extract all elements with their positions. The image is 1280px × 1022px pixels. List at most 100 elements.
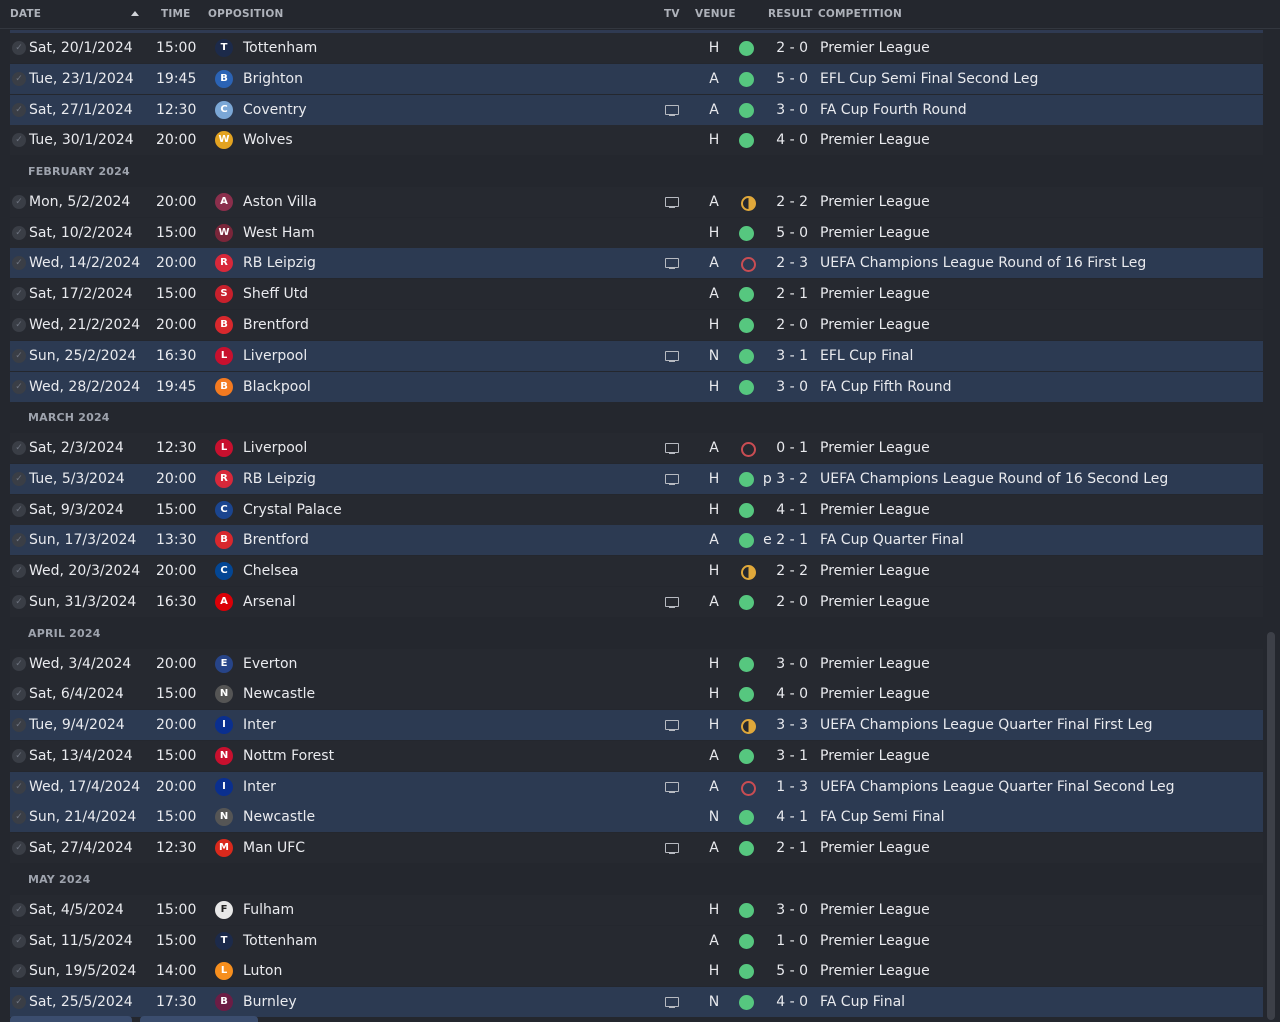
fixture-competition[interactable]: EFL Cup Final: [820, 348, 914, 364]
opposition-link[interactable]: Brentford: [243, 532, 309, 548]
fixture-competition[interactable]: FA Cup Fifth Round: [820, 379, 952, 395]
fixture-row[interactable]: ✓ Wed, 21/2/2024 20:00 B Brentford H 2 - 0 Prem…: [10, 310, 1263, 340]
opposition-link[interactable]: Aston Villa: [243, 194, 317, 210]
checkmark-icon[interactable]: ✓: [12, 595, 26, 609]
fixture-row[interactable]: ✓ Sat, 4/5/2024 15:00 F Fulham H 3 - 0 Premier …: [10, 895, 1263, 925]
fixture-competition[interactable]: Premier League: [820, 502, 930, 518]
fixture-row[interactable]: ✓ Sat, 10/2/2024 15:00 W West Ham H 5 - 0 Premi…: [10, 218, 1263, 248]
fixture-result[interactable]: 4 - 1: [776, 809, 808, 825]
fixture-competition[interactable]: EFL Cup Semi Final Second Leg: [820, 71, 1039, 87]
checkmark-icon[interactable]: ✓: [12, 318, 26, 332]
opposition-link[interactable]: Man UFC: [243, 840, 306, 856]
opposition-link[interactable]: Wolves: [243, 132, 293, 148]
checkmark-icon[interactable]: ✓: [12, 41, 26, 55]
fixture-competition[interactable]: FA Cup Semi Final: [820, 809, 945, 825]
opposition-link[interactable]: Brighton: [243, 71, 303, 87]
fixture-result[interactable]: 3 - 1: [776, 748, 808, 764]
opposition-link[interactable]: Coventry: [243, 102, 307, 118]
fixture-result[interactable]: 3 - 0: [776, 102, 808, 118]
checkmark-icon[interactable]: ✓: [12, 564, 26, 578]
fixture-competition[interactable]: UEFA Champions League Round of 16 First …: [820, 255, 1147, 271]
fixture-row[interactable]: ✓ Sun, 21/4/2024 15:00 N Newcastle N 4 - 1 FA C…: [10, 802, 1263, 832]
fixture-row[interactable]: ✓ Sat, 6/4/2024 15:00 N Newcastle H 4 - 0 Premi…: [10, 679, 1263, 709]
checkmark-icon[interactable]: ✓: [12, 287, 26, 301]
fixture-competition[interactable]: Premier League: [820, 933, 930, 949]
fixture-competition[interactable]: Premier League: [820, 563, 930, 579]
opposition-link[interactable]: Everton: [243, 656, 298, 672]
column-header-competition[interactable]: COMPETITION: [818, 8, 903, 20]
fixture-result[interactable]: 4 - 0: [776, 132, 808, 148]
fixture-result[interactable]: 1 - 3: [776, 779, 808, 795]
checkmark-icon[interactable]: ✓: [12, 256, 26, 270]
column-header-opposition[interactable]: OPPOSITION: [208, 8, 284, 20]
checkmark-icon[interactable]: ✓: [12, 841, 26, 855]
checkmark-icon[interactable]: ✓: [12, 903, 26, 917]
fixture-row[interactable]: ✓ Sat, 13/4/2024 15:00 N Nottm Forest A 3 - 1 P…: [10, 741, 1263, 771]
sort-ascending-icon[interactable]: [131, 11, 139, 16]
fixture-competition[interactable]: Premier League: [820, 194, 930, 210]
checkmark-icon[interactable]: ✓: [12, 133, 26, 147]
fixture-result[interactable]: 0 - 1: [776, 440, 808, 456]
fixture-result[interactable]: e 2 - 1: [763, 532, 808, 548]
fixture-result[interactable]: 2 - 3: [776, 255, 808, 271]
opposition-link[interactable]: RB Leipzig: [243, 471, 316, 487]
fixture-result[interactable]: 4 - 0: [776, 994, 808, 1010]
fixture-competition[interactable]: Premier League: [820, 902, 930, 918]
checkmark-icon[interactable]: ✓: [12, 349, 26, 363]
opposition-link[interactable]: Chelsea: [243, 563, 299, 579]
fixture-result[interactable]: 5 - 0: [776, 71, 808, 87]
bottom-tab[interactable]: [140, 1016, 258, 1022]
vertical-scrollbar[interactable]: [1267, 632, 1275, 1020]
column-header-date[interactable]: DATE: [10, 8, 42, 20]
fixture-competition[interactable]: UEFA Champions League Round of 16 Second…: [820, 471, 1169, 487]
checkmark-icon[interactable]: ✓: [12, 687, 26, 701]
checkmark-icon[interactable]: ✓: [12, 441, 26, 455]
checkmark-icon[interactable]: ✓: [12, 533, 26, 547]
fixture-result[interactable]: 2 - 0: [776, 317, 808, 333]
fixture-row[interactable]: ✓ Wed, 14/2/2024 20:00 R RB Leipzig A 2 - 3 UEF…: [10, 248, 1263, 278]
fixture-result[interactable]: 4 - 1: [776, 502, 808, 518]
fixture-competition[interactable]: Premier League: [820, 748, 930, 764]
fixture-row[interactable]: ✓ Sat, 27/1/2024 12:30 C Coventry A 3 - 0 FA Cu…: [10, 95, 1263, 125]
fixture-result[interactable]: 3 - 0: [776, 379, 808, 395]
checkmark-icon[interactable]: ✓: [12, 934, 26, 948]
fixture-competition[interactable]: Premier League: [820, 40, 930, 56]
fixture-result[interactable]: 3 - 3: [776, 717, 808, 733]
checkmark-icon[interactable]: ✓: [12, 503, 26, 517]
checkmark-icon[interactable]: ✓: [12, 810, 26, 824]
fixture-result[interactable]: 5 - 0: [776, 963, 808, 979]
opposition-link[interactable]: RB Leipzig: [243, 255, 316, 271]
fixture-result[interactable]: 4 - 0: [776, 686, 808, 702]
fixture-competition[interactable]: Premier League: [820, 840, 930, 856]
opposition-link[interactable]: Liverpool: [243, 440, 308, 456]
opposition-link[interactable]: Tottenham: [243, 40, 318, 56]
checkmark-icon[interactable]: ✓: [12, 964, 26, 978]
opposition-link[interactable]: Newcastle: [243, 686, 316, 702]
fixture-competition[interactable]: FA Cup Final: [820, 994, 906, 1010]
opposition-link[interactable]: Crystal Palace: [243, 502, 342, 518]
opposition-link[interactable]: Fulham: [243, 902, 295, 918]
checkmark-icon[interactable]: ✓: [12, 780, 26, 794]
opposition-link[interactable]: Liverpool: [243, 348, 308, 364]
fixture-result[interactable]: 1 - 0: [776, 933, 808, 949]
fixture-row[interactable]: ✓ Wed, 28/2/2024 19:45 B Blackpool H 3 - 0 FA C…: [10, 372, 1263, 402]
fixture-row[interactable]: ✓ Sat, 11/5/2024 15:00 T Tottenham A 1 - 0 Prem…: [10, 926, 1263, 956]
opposition-link[interactable]: Luton: [243, 963, 283, 979]
fixture-row[interactable]: ✓ Sun, 31/3/2024 16:30 A Arsenal A 2 - 0 Premie…: [10, 587, 1263, 617]
fixture-competition[interactable]: Premier League: [820, 963, 930, 979]
fixture-result[interactable]: 2 - 0: [776, 40, 808, 56]
fixture-result[interactable]: 5 - 0: [776, 225, 808, 241]
checkmark-icon[interactable]: ✓: [12, 103, 26, 117]
opposition-link[interactable]: Inter: [243, 779, 276, 795]
fixture-competition[interactable]: FA Cup Fourth Round: [820, 102, 967, 118]
fixture-competition[interactable]: Premier League: [820, 656, 930, 672]
fixture-row[interactable]: ✓ Wed, 3/4/2024 20:00 E Everton H 3 - 0 Premier…: [10, 649, 1263, 679]
checkmark-icon[interactable]: ✓: [12, 749, 26, 763]
opposition-link[interactable]: Burnley: [243, 994, 297, 1010]
checkmark-icon[interactable]: ✓: [12, 657, 26, 671]
fixture-competition[interactable]: Premier League: [820, 594, 930, 610]
fixture-competition[interactable]: Premier League: [820, 686, 930, 702]
fixture-result[interactable]: 3 - 0: [776, 656, 808, 672]
fixture-result[interactable]: 3 - 1: [776, 348, 808, 364]
